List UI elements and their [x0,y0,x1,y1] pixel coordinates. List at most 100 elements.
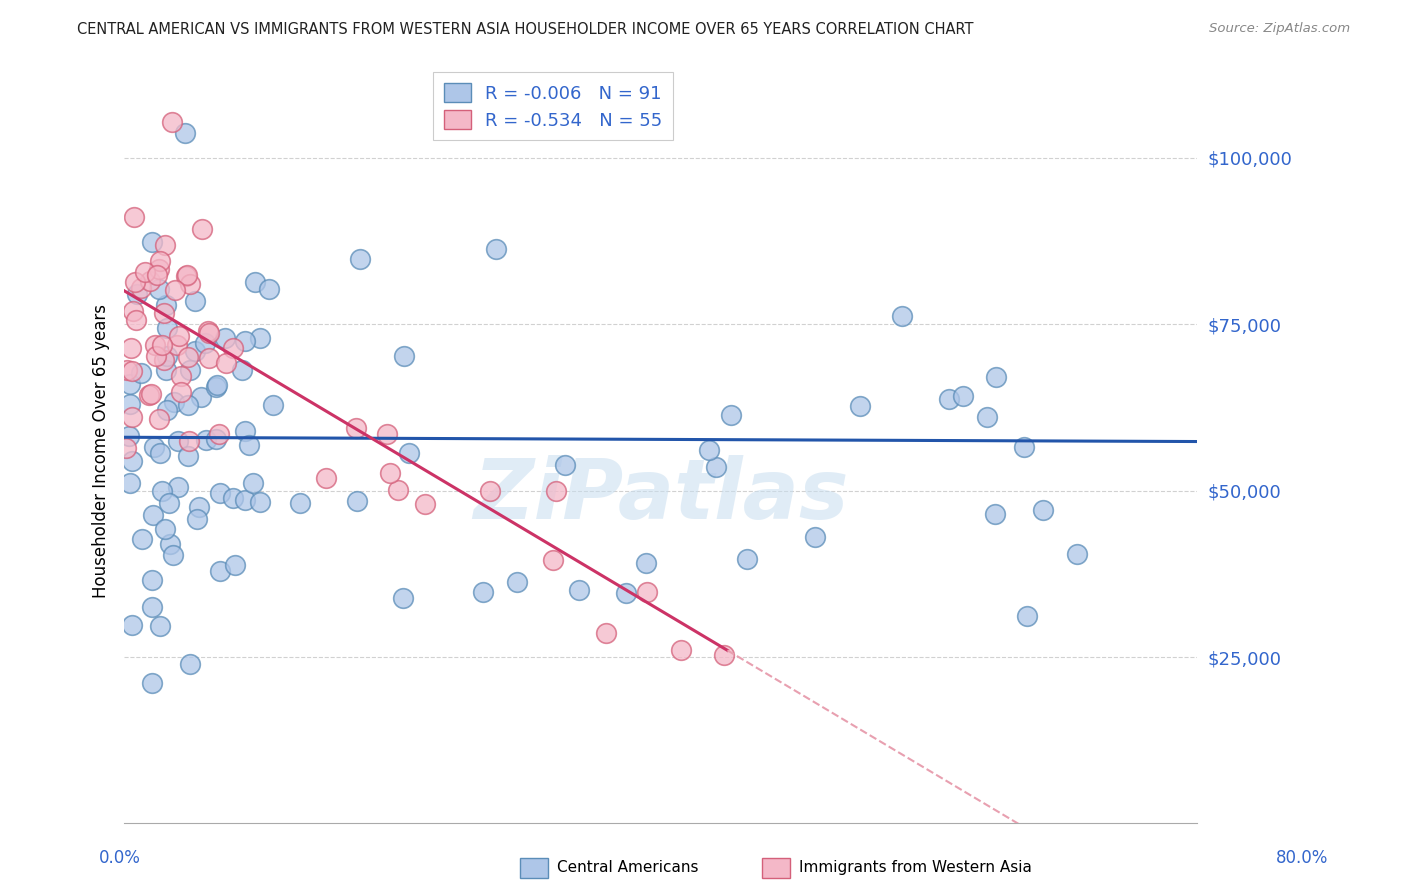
Point [170,385,193,400]
Point [209,564,232,578]
FancyBboxPatch shape [762,858,790,878]
Point [380,467,402,481]
Point [170,369,193,384]
Point [315,471,337,485]
Point [704,460,727,475]
Point [471,585,494,599]
Point [156,403,179,417]
Point [191,222,214,236]
Text: ZiPatlas: ZiPatlas [472,455,848,536]
Point [208,485,231,500]
Point [485,242,508,256]
Y-axis label: Householder Income Over 65 years: Householder Income Over 65 years [93,303,110,598]
Point [179,657,201,671]
Point [986,370,1008,384]
Point [174,269,197,284]
Point [952,389,974,403]
Point [214,356,236,370]
Point [152,352,174,367]
Point [121,363,143,377]
Point [150,483,173,498]
Point [195,433,218,447]
Point [156,350,179,364]
Point [976,410,998,425]
Point [214,331,236,345]
Point [392,591,415,605]
Point [150,337,173,351]
Point [541,553,564,567]
Point [131,532,153,546]
Point [166,337,188,351]
Point [938,392,960,406]
Point [194,336,217,351]
Point [222,491,245,506]
Text: Central Americans: Central Americans [557,861,699,875]
Point [155,298,177,312]
Text: Immigrants from Western Asia: Immigrants from Western Asia [799,861,1032,875]
Point [153,523,176,537]
Point [243,275,266,289]
Point [117,362,139,376]
Point [165,283,187,297]
Point [179,277,201,291]
Point [153,306,176,320]
Point [177,398,200,412]
Point [148,282,170,296]
Point [159,536,181,550]
Point [187,500,209,515]
Point [141,676,163,690]
Point [125,313,148,327]
Point [177,351,200,365]
Point [148,262,170,277]
Point [544,483,567,498]
Point [249,331,271,345]
Point [117,429,139,443]
Point [804,530,827,544]
Point [636,584,658,599]
Point [204,432,226,446]
Point [720,408,742,422]
Point [349,252,371,267]
Point [173,126,195,140]
Point [233,493,256,508]
Point [156,321,179,335]
Point [122,304,145,318]
Point [595,626,617,640]
Point [118,475,141,490]
Point [145,350,167,364]
Point [114,441,136,455]
Point [141,574,163,588]
Point [155,363,177,377]
Point [735,552,758,566]
Point [1066,548,1088,562]
Point [568,582,591,597]
Point [139,274,162,288]
Point [198,351,221,365]
Point [554,458,576,472]
Point [392,349,415,363]
Point [235,424,257,438]
Point [118,377,141,392]
Point [205,378,228,392]
Point [242,475,264,490]
Point [179,362,201,376]
Point [134,265,156,279]
Point [257,282,280,296]
Point [346,494,368,508]
Point [120,341,142,355]
Text: 80.0%: 80.0% [1277,849,1329,867]
Point [387,483,409,498]
Point [145,338,167,352]
Point [186,512,208,526]
Point [238,438,260,452]
Point [697,443,720,458]
Point [124,275,146,289]
Point [891,309,914,323]
Point [197,324,219,338]
Point [224,558,246,573]
Point [142,508,165,522]
Point [398,446,420,460]
Point [163,395,186,409]
Point [141,235,163,249]
Point [141,599,163,614]
